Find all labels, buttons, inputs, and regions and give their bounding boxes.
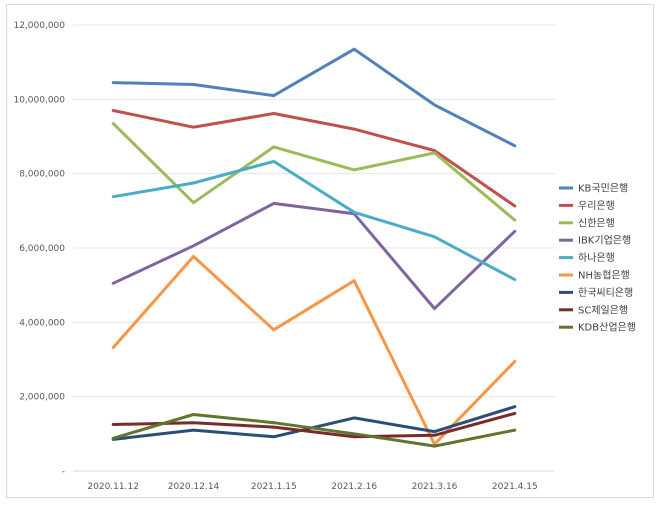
legend-item: NH농협은행 xyxy=(559,269,630,282)
series-line-3 xyxy=(111,122,517,222)
y-tick-label: - xyxy=(62,467,65,477)
legend-item: 신한은행 xyxy=(559,217,615,229)
y-tick-label: 2,000,000 xyxy=(19,393,65,403)
legend-label: KDB산업은행 xyxy=(578,321,636,334)
x-tick-label: 2021.4.15 xyxy=(492,482,538,492)
series-line-8 xyxy=(111,411,517,439)
x-tick-label: 2020.11.12 xyxy=(87,482,139,492)
line-chart: - 2,000,000 4,000,000 6,000,000 8,000,000 10,… xyxy=(13,21,636,492)
legend-label: 우리은행 xyxy=(578,200,615,212)
legend-item: 한국씨티은행 xyxy=(559,287,633,299)
x-axis-ticks: 2020.11.12 2020.12.14 2021.1.15 2021.2.16 20… xyxy=(87,482,537,492)
gridlines xyxy=(73,24,555,472)
series-line-9 xyxy=(111,413,517,448)
legend-item: 우리은행 xyxy=(559,200,615,212)
y-tick-label: 8,000,000 xyxy=(19,170,65,180)
x-tick-label: 2020.12.14 xyxy=(168,482,220,492)
x-tick-label: 2021.1.15 xyxy=(251,482,297,492)
legend-label: 신한은행 xyxy=(578,217,615,229)
y-tick-label: 4,000,000 xyxy=(19,318,65,328)
legend-item: KB국민은행 xyxy=(559,183,628,195)
y-axis-ticks: - 2,000,000 4,000,000 6,000,000 8,000,000 10,… xyxy=(13,21,65,477)
x-tick-label: 2021.2.16 xyxy=(331,482,377,492)
y-tick-label: 6,000,000 xyxy=(19,244,65,254)
legend-label: IBK기업은행 xyxy=(578,234,631,247)
y-tick-label: 10,000,000 xyxy=(13,95,65,105)
x-tick-label: 2021.3.16 xyxy=(412,482,458,492)
legend-label: SC제일은행 xyxy=(578,304,628,316)
legend-item: SC제일은행 xyxy=(559,304,628,316)
y-tick-label: 12,000,000 xyxy=(13,21,65,31)
chart-frame: - 2,000,000 4,000,000 6,000,000 8,000,000 10,… xyxy=(6,4,654,498)
legend-label: 하나은행 xyxy=(578,251,615,264)
legend-label: KB국민은행 xyxy=(578,183,628,195)
legend-label: 한국씨티은행 xyxy=(578,287,633,299)
legend-item: 하나은행 xyxy=(559,251,615,264)
series-line-6 xyxy=(111,255,517,446)
legend-item: KDB산업은행 xyxy=(559,321,636,334)
legend-label: NH농협은행 xyxy=(578,269,630,282)
series-lines xyxy=(111,47,517,448)
series-line-4 xyxy=(111,201,517,311)
series-line-2 xyxy=(111,109,517,208)
legend-item: IBK기업은행 xyxy=(559,234,631,247)
series-line-1 xyxy=(111,47,517,148)
series-line-5 xyxy=(111,159,517,282)
